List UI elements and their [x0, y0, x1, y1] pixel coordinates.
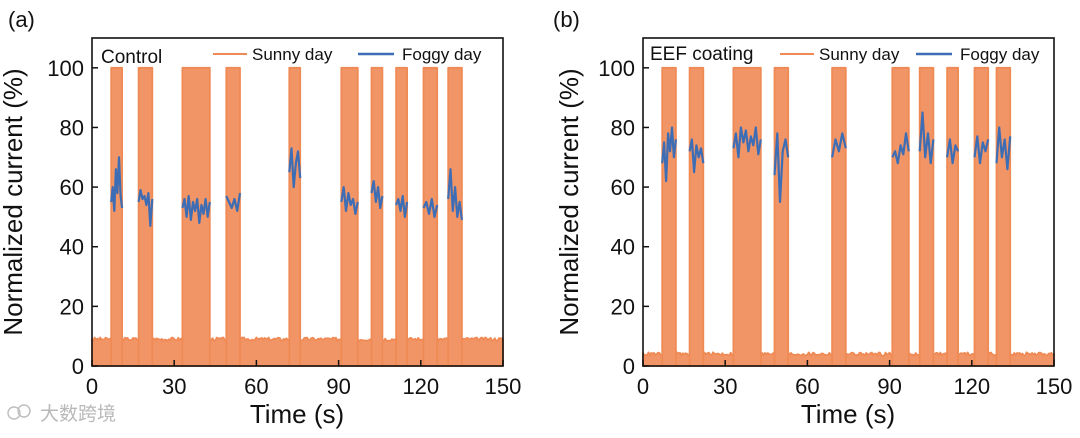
panel-a-foggy-burst: [137, 189, 154, 227]
panel-a-foggy-burst: [447, 168, 463, 221]
watermark-logo-icon-2: [17, 404, 31, 418]
panel-b-foggy-series: [661, 111, 1012, 204]
panel-b-foggy-burst: [918, 111, 935, 165]
panel-a-y-tick-label: 0: [72, 354, 84, 379]
panel-b-y-tick-label: 0: [623, 354, 635, 379]
panel-a-sunny-line: [91, 66, 504, 367]
panel-a-plot-frame: [91, 37, 504, 367]
panel-a-y-tick-label: 20: [60, 294, 84, 319]
panel-a-axes: 0 30 60 90 120 150 0 20 40 60 80 100: [47, 56, 521, 399]
panel-b-foggy-burst: [891, 132, 910, 165]
panel-b-foggy-burst: [732, 126, 762, 159]
panel-a-y-tick-label: 40: [60, 235, 84, 260]
panel-a-sunny-series: [91, 66, 504, 367]
panel-b-sunny-line: [642, 66, 1055, 367]
panel-b-y-tick-label: 40: [611, 235, 635, 260]
panel-b-foggy-burst: [973, 135, 990, 165]
panel-b-foggy-burst: [831, 132, 847, 158]
watermark-text: 大数跨境: [40, 403, 116, 425]
panel-b-plot-frame: [642, 37, 1055, 367]
panel-b-y-tick-label: 60: [611, 175, 635, 200]
panel-b-y-tick-label: 100: [598, 56, 635, 81]
panel-b-y-tick-label: 20: [611, 294, 635, 319]
panel-a-y-axis-title: Normalized current (%): [0, 68, 28, 335]
panel-a-x-tick-label: 150: [485, 374, 522, 399]
panel-a-x-tick-label: 30: [162, 374, 186, 399]
panel-b-x-tick-label: 120: [953, 374, 990, 399]
panel-a-foggy-series: [110, 147, 463, 227]
panel-b-condition-label: EEF coating: [650, 44, 754, 65]
watermark-logo-icon: [7, 406, 21, 420]
panel-b-foggy-burst: [688, 138, 705, 174]
panel-b-label: (b): [553, 7, 580, 32]
panel-b-sunny-series: [642, 66, 1055, 367]
panel-a-x-axis-title: Time (s): [250, 399, 344, 429]
panel-b-legend-foggy: Foggy day: [960, 45, 1040, 64]
panel-a-condition-label: Control: [101, 47, 162, 68]
panel-a-y-tick-label: 100: [47, 56, 84, 81]
panel-b-y-tick-label: 80: [611, 115, 635, 140]
panel-a-y-tick-label: 60: [60, 175, 84, 200]
panel-b-legend-sunny: Sunny day: [819, 45, 900, 64]
watermark: 大数跨境: [7, 403, 116, 425]
panel-b-x-axis-title: Time (s): [801, 399, 895, 429]
panel-a-legend-sunny: Sunny day: [252, 45, 333, 64]
panel-b: (b) 0 30 60 90 120 150 0 20 40 60 80 100 EEF coatin…: [553, 7, 1072, 429]
panel-a-x-tick-label: 0: [86, 374, 98, 399]
panel-b-x-tick-label: 0: [637, 374, 649, 399]
panel-a-foggy-burst: [225, 192, 242, 212]
panel-a-foggy-burst: [181, 194, 211, 224]
panel-a-x-tick-label: 90: [326, 374, 350, 399]
panel-a-x-tick-label: 60: [244, 374, 268, 399]
panel-b-foggy-burst: [995, 126, 1012, 171]
panel-b-x-tick-label: 150: [1036, 374, 1073, 399]
panel-b-x-tick-label: 60: [795, 374, 819, 399]
panel-a-foggy-burst: [370, 180, 384, 210]
panel-a: (a) 0 30 60 90 120 150 0 20 40 60 80 100 Control Su…: [0, 7, 521, 429]
panel-a-foggy-burst: [340, 186, 359, 215]
panel-b-axes: 0 30 60 90 120 150 0 20 40 60 80 100: [598, 56, 1072, 399]
panel-a-y-tick-label: 80: [60, 115, 84, 140]
panel-b-foggy-burst: [773, 132, 790, 204]
panel-a-label: (a): [8, 7, 35, 32]
panel-b-foggy-burst: [946, 138, 960, 165]
panel-a-foggy-burst: [288, 147, 302, 189]
panel-a-legend-foggy: Foggy day: [402, 45, 482, 64]
panel-b-x-tick-label: 30: [713, 374, 737, 399]
panel-b-foggy-burst: [661, 126, 677, 183]
panel-a-foggy-burst: [395, 194, 409, 218]
panel-a-x-tick-label: 120: [402, 374, 439, 399]
panel-b-y-axis-title: Normalized current (%): [554, 68, 584, 335]
panel-a-foggy-burst: [422, 197, 439, 218]
panel-a-foggy-burst: [110, 156, 124, 212]
panel-b-x-tick-label: 90: [877, 374, 901, 399]
